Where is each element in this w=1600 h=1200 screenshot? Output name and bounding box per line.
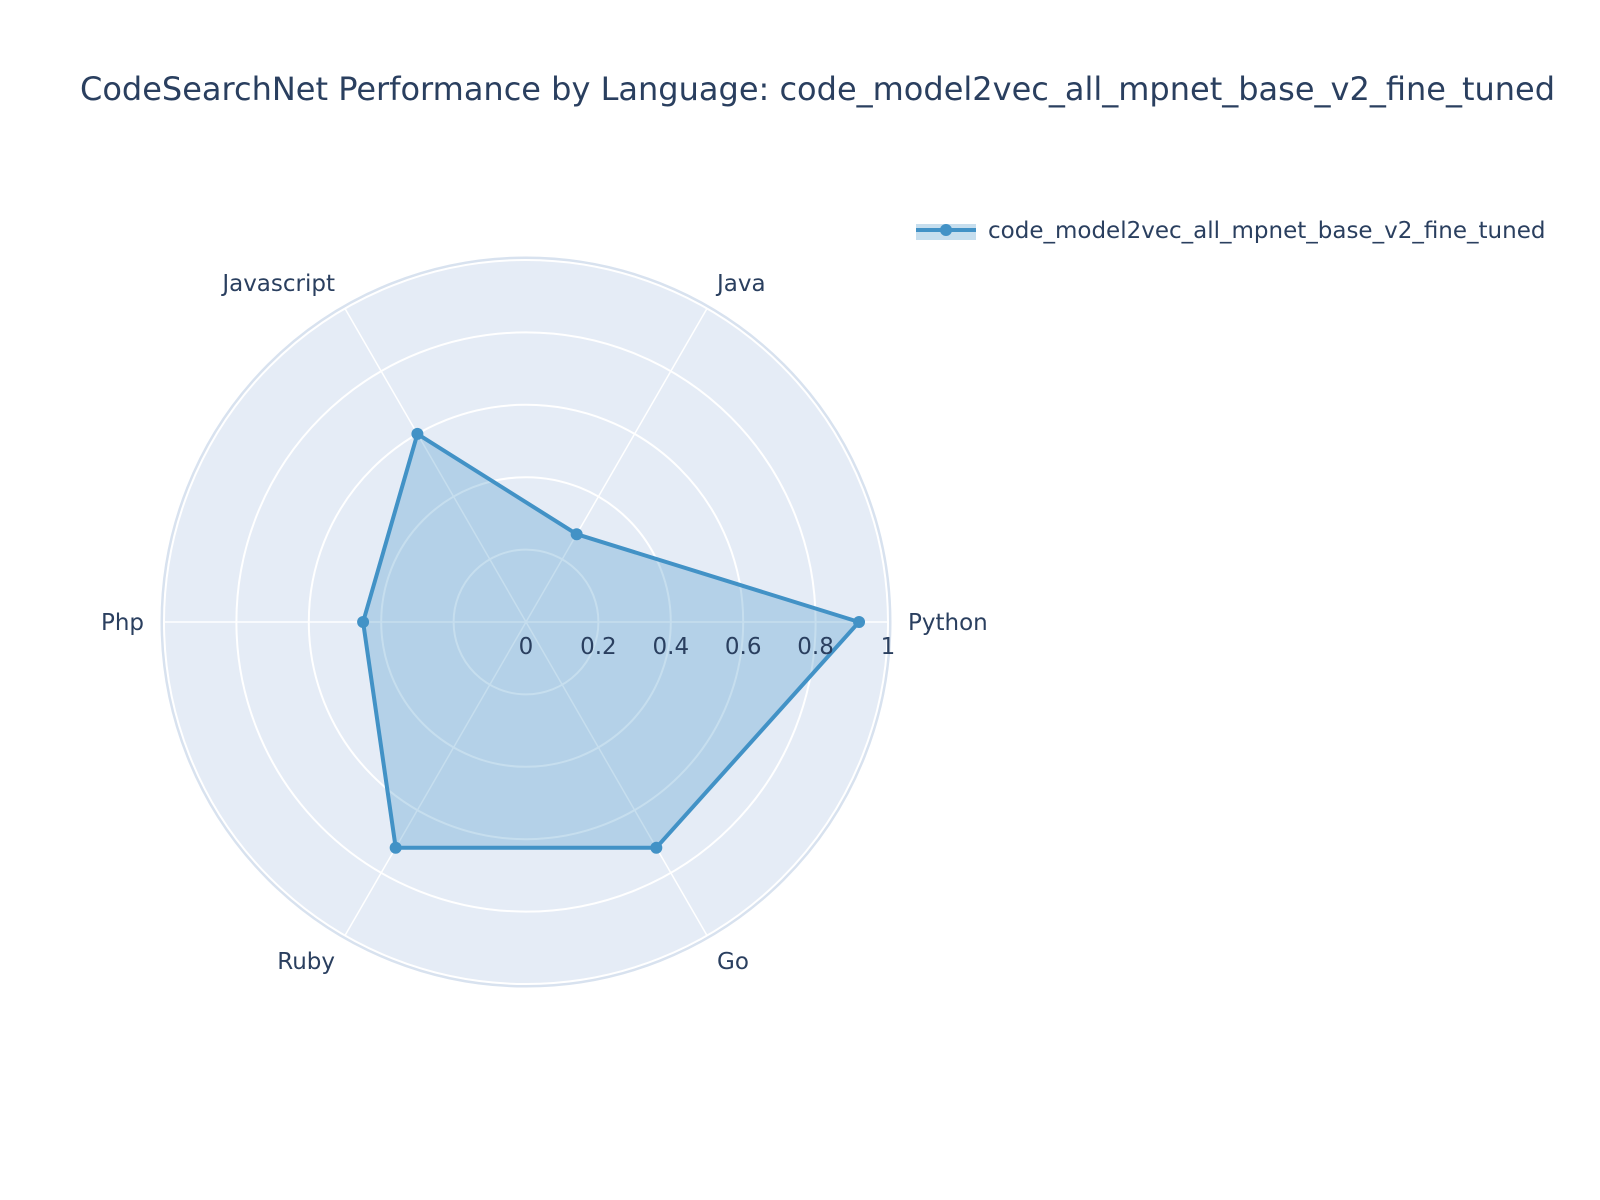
axis-label-javascript: Javascript [220, 271, 335, 297]
radial-tick-label: 0.8 [797, 634, 834, 660]
chart-title: CodeSearchNet Performance by Language: c… [80, 70, 1555, 108]
angular-gridline [344, 621, 527, 936]
axis-label-ruby: Ruby [277, 949, 335, 975]
radial-tick-label: 0.2 [580, 634, 617, 660]
data-point-go [650, 841, 663, 854]
radial-tick-labels: 0 0.2 0.4 0.6 0.8 1 [519, 634, 896, 660]
legend-label: code_model2vec_all_mpnet_base_v2_fine_tu… [988, 218, 1545, 244]
data-point-python [853, 616, 866, 628]
legend[interactable]: code_model2vec_all_mpnet_base_v2_fine_tu… [916, 218, 1545, 244]
polar-grid [163, 259, 889, 985]
angular-axis-labels: Python Java Javascript Php Ruby Go [101, 271, 988, 975]
radial-tick-label: 0.4 [653, 634, 690, 660]
axis-label-java: Java [715, 271, 766, 297]
axis-label-go: Go [717, 949, 749, 975]
data-point-javascript [411, 427, 424, 440]
radial-tick-label: 0 [519, 634, 534, 660]
legend-marker-icon [940, 224, 952, 236]
data-point-php [357, 616, 370, 628]
angular-gridline [344, 308, 527, 623]
angular-gridline [525, 308, 708, 623]
axis-label-python: Python [908, 610, 988, 636]
axis-label-php: Php [101, 610, 144, 636]
data-point-java [570, 528, 583, 541]
radial-tick-label: 1 [881, 634, 896, 660]
radial-tick-label: 0.6 [725, 634, 762, 660]
angular-gridline [525, 621, 708, 936]
series-layer [357, 427, 866, 854]
data-point-ruby [389, 841, 402, 854]
